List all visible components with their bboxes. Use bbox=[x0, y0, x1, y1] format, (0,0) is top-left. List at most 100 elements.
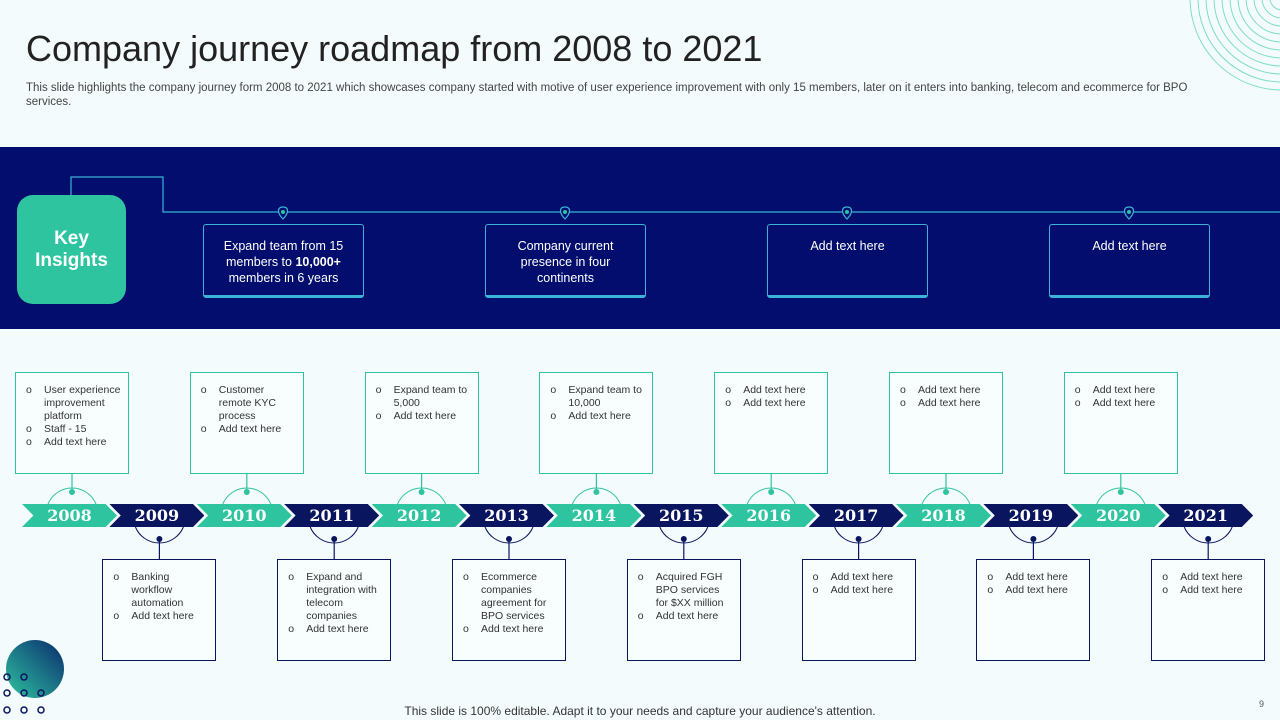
node-dot bbox=[243, 489, 250, 495]
milestone-box: User experience improvement platformStaf… bbox=[15, 372, 129, 474]
milestone-item: User experience improvement platform bbox=[26, 384, 122, 423]
milestone-box: Expand and integration with telecom comp… bbox=[277, 559, 392, 661]
dot-decoration bbox=[3, 706, 11, 714]
dot-decoration bbox=[37, 706, 45, 714]
arc bbox=[571, 487, 621, 505]
year-2010: 2010 bbox=[196, 504, 292, 527]
node-dot bbox=[943, 489, 949, 495]
milestone-item: Add text here bbox=[1075, 397, 1171, 410]
key-insights-badge: Key Insights bbox=[17, 195, 126, 304]
milestone-item: Add text here bbox=[987, 571, 1083, 584]
page-subtitle: This slide highlights the company journe… bbox=[26, 82, 1188, 108]
dot-decoration bbox=[3, 689, 11, 697]
year-2020: 2020 bbox=[1070, 504, 1166, 527]
pin-dot bbox=[281, 210, 285, 214]
pin-dot bbox=[1127, 210, 1131, 214]
page-title: Company journey roadmap from 2008 to 202… bbox=[26, 28, 763, 69]
arc bbox=[222, 487, 272, 505]
arc bbox=[746, 487, 796, 505]
node-dot bbox=[768, 489, 775, 495]
milestone-box: Expand team to 10,000Add text here bbox=[539, 372, 654, 474]
year-2021: 2021 bbox=[1158, 504, 1254, 527]
insight-text: Company current presence in four contine… bbox=[517, 239, 614, 285]
key-insights-band bbox=[0, 147, 1280, 329]
milestone-item: Add text here bbox=[725, 397, 821, 410]
arc bbox=[659, 526, 709, 544]
milestone-item: Add text here bbox=[813, 571, 909, 584]
dot-decoration bbox=[20, 689, 28, 697]
milestone-box: Banking workflow automationAdd text here bbox=[102, 559, 217, 661]
pin-dot bbox=[845, 210, 849, 214]
dot-decoration bbox=[3, 673, 11, 681]
milestone-item: Banking workflow automation bbox=[113, 571, 209, 610]
year-2009: 2009 bbox=[109, 504, 205, 527]
milestone-item: Add text here bbox=[987, 584, 1083, 597]
arc bbox=[397, 487, 447, 505]
arc bbox=[1096, 487, 1146, 505]
year-2018: 2018 bbox=[896, 504, 991, 527]
milestone-item: Add text here bbox=[550, 410, 646, 423]
arc bbox=[921, 487, 971, 505]
arc bbox=[309, 526, 359, 544]
milestone-box: Ecommerce companies agreement for BPO se… bbox=[452, 559, 566, 661]
year-2014: 2014 bbox=[546, 504, 642, 527]
arc bbox=[134, 526, 184, 544]
arc bbox=[484, 526, 534, 544]
arc bbox=[1183, 526, 1233, 544]
insight-text-end: members in 6 years bbox=[228, 271, 339, 285]
year-2008: 2008 bbox=[22, 504, 117, 527]
milestone-item: Add text here bbox=[813, 584, 909, 597]
milestone-box: Expand team to 5,000Add text here bbox=[364, 372, 479, 474]
connector-line bbox=[70, 176, 1280, 213]
milestone-item: Add text here bbox=[1075, 384, 1171, 397]
node-dot bbox=[1117, 489, 1124, 495]
milestone-item: Add text here bbox=[725, 384, 821, 397]
node-dot bbox=[593, 489, 600, 495]
milestone-item: Add text here bbox=[201, 423, 297, 436]
milestone-item: Staff - 15 bbox=[26, 423, 122, 436]
dot-decoration bbox=[20, 673, 28, 681]
milestone-item: Add text here bbox=[376, 410, 472, 423]
arc bbox=[47, 487, 97, 505]
dot-decoration bbox=[37, 689, 45, 697]
milestone-item: Expand team to 5,000 bbox=[376, 384, 472, 410]
arc bbox=[834, 526, 884, 544]
insight-card: Expand team from 15 members to 10,000+ m… bbox=[203, 224, 364, 298]
milestone-item: Customer remote KYC process bbox=[201, 384, 297, 423]
page-number: 9 bbox=[1258, 699, 1264, 709]
year-2013: 2013 bbox=[459, 504, 554, 527]
milestone-item: Add text here bbox=[900, 384, 996, 397]
node-dot bbox=[156, 536, 163, 542]
milestone-box: Acquired FGH BPO services for $XX millio… bbox=[626, 559, 741, 661]
year-2019: 2019 bbox=[983, 504, 1079, 527]
milestone-item: Add text here bbox=[1162, 571, 1258, 584]
milestone-box: Customer remote KYC processAdd text here bbox=[189, 372, 304, 474]
year-2015: 2015 bbox=[633, 504, 729, 527]
gradient-circle-decoration bbox=[6, 640, 64, 698]
dot-decoration bbox=[20, 706, 28, 714]
pin-dot bbox=[563, 210, 567, 214]
milestone-item: Add text here bbox=[900, 397, 996, 410]
insight-text: Add text here bbox=[1092, 239, 1167, 253]
insight-card: Add text here bbox=[1049, 224, 1210, 298]
node-dot bbox=[418, 489, 425, 495]
node-dot bbox=[680, 536, 687, 542]
milestone-item: Add text here bbox=[113, 610, 209, 623]
insight-text: Add text here bbox=[810, 239, 885, 253]
node-dot bbox=[855, 536, 862, 542]
milestone-item: Add text here bbox=[638, 610, 734, 623]
milestone-item: Add text here bbox=[463, 623, 559, 636]
node-dot bbox=[1030, 536, 1037, 542]
year-2011: 2011 bbox=[284, 504, 380, 527]
insight-card: Add text here bbox=[767, 224, 928, 298]
node-dot bbox=[506, 536, 512, 542]
arc bbox=[1008, 526, 1058, 544]
